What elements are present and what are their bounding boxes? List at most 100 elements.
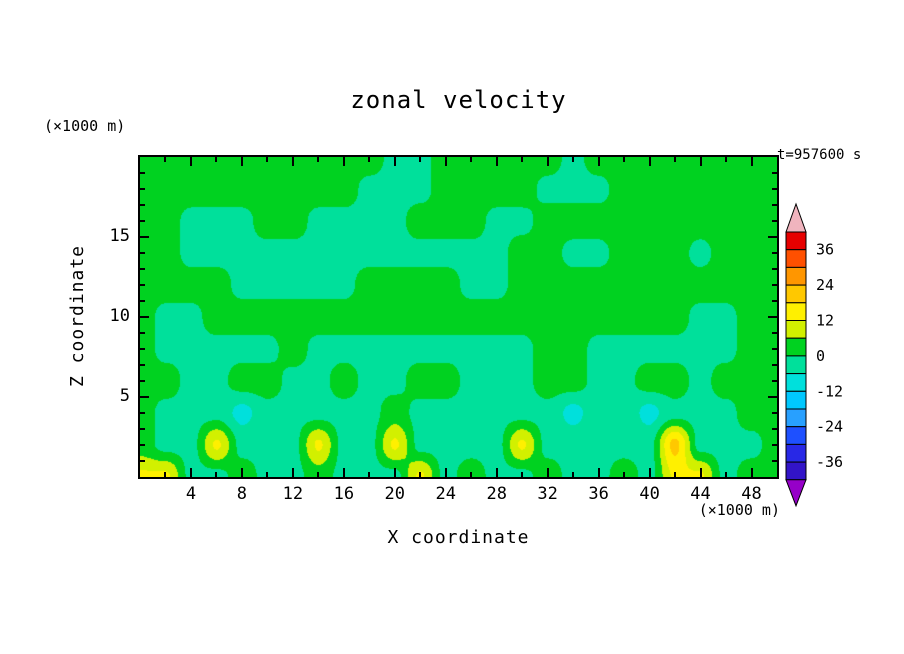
tick-mark (597, 157, 600, 166)
tick-mark (699, 157, 702, 166)
x-axis-unit: (×1000 m) (698, 501, 780, 519)
tick-mark (674, 157, 677, 162)
colorbar-band (785, 320, 807, 339)
colorbar-band (785, 302, 807, 322)
colorbar-band (785, 266, 807, 286)
tick-mark (140, 204, 145, 206)
colorbar-band (785, 408, 807, 428)
colorbar-band (785, 284, 807, 304)
tick-mark (342, 468, 345, 477)
tick-mark (623, 157, 626, 162)
tick-mark (140, 268, 145, 270)
tick-mark (266, 157, 269, 162)
tick-mark (772, 172, 777, 174)
colorbar-tick-label: 24 (816, 276, 834, 294)
y-tick-label: 10 (109, 306, 130, 326)
tick-mark (164, 472, 167, 477)
tick-mark (444, 157, 447, 166)
tick-mark (140, 316, 149, 318)
x-tick-label: 20 (384, 484, 406, 504)
tick-mark (342, 157, 345, 166)
colorbar-under-arrow (785, 479, 807, 508)
tick-mark (772, 460, 777, 462)
x-tick-label: 8 (236, 484, 248, 504)
colorbar-tick-label: 36 (816, 241, 834, 259)
colorbar-band (785, 355, 807, 375)
tick-mark (393, 157, 396, 166)
tick-mark (772, 444, 777, 446)
tick-mark (140, 236, 149, 238)
tick-mark (725, 472, 728, 477)
tick-mark (772, 268, 777, 270)
tick-mark (140, 348, 145, 350)
tick-mark (215, 157, 218, 162)
x-tick-label: 48 (741, 484, 762, 504)
tick-mark (266, 472, 269, 477)
tick-mark (750, 157, 753, 166)
tick-mark (419, 472, 422, 477)
x-tick-label: 44 (690, 484, 711, 504)
colorbar-band (785, 337, 807, 357)
tick-mark (140, 188, 145, 190)
y-tick-label: 5 (119, 386, 130, 406)
x-tick-label: 40 (639, 484, 660, 504)
colorbar-band (785, 373, 807, 392)
x-tick-label: 36 (588, 484, 609, 504)
tick-mark (572, 472, 575, 477)
colorbar-tick-label: 0 (816, 347, 825, 365)
tick-mark (772, 364, 777, 366)
x-tick-label: 12 (282, 484, 304, 504)
colorbar-tick-label: 12 (816, 312, 834, 330)
tick-mark (140, 364, 145, 366)
colorbar-over-arrow (785, 202, 807, 233)
tick-mark (164, 157, 167, 162)
tick-mark (572, 157, 575, 162)
tick-mark (444, 468, 447, 477)
tick-mark (772, 348, 777, 350)
tick-mark (623, 472, 626, 477)
tick-mark (291, 157, 294, 166)
tick-mark (140, 220, 145, 222)
tick-mark (140, 460, 145, 462)
tick-mark (419, 157, 422, 162)
tick-mark (495, 468, 498, 477)
tick-mark (546, 468, 549, 477)
tick-mark (495, 157, 498, 166)
tick-mark (140, 428, 145, 430)
colorbar-tick-label: -24 (816, 418, 843, 436)
colorbar-band (785, 249, 807, 268)
tick-mark (772, 220, 777, 222)
tick-mark (768, 316, 777, 318)
tick-mark (750, 468, 753, 477)
colorbar-band (785, 426, 807, 445)
tick-mark (768, 236, 777, 238)
tick-mark (368, 472, 371, 477)
tick-mark (648, 157, 651, 166)
x-axis-title: X coordinate (387, 527, 530, 548)
tick-mark (546, 157, 549, 166)
tick-mark (772, 332, 777, 334)
tick-mark (772, 412, 777, 414)
tick-mark (772, 380, 777, 382)
tick-mark (140, 396, 149, 398)
colorbar-band (785, 443, 807, 463)
x-tick-label: 4 (185, 484, 197, 504)
time-annotation: t=957600 s (777, 147, 862, 163)
tick-mark (470, 157, 473, 162)
tick-mark (393, 468, 396, 477)
colorbar: 36 24 12 0 -12 -24 -36 (785, 202, 843, 508)
tick-mark (140, 172, 145, 174)
tick-mark (189, 468, 192, 477)
tick-mark (772, 204, 777, 206)
tick-mark (772, 428, 777, 430)
tick-mark (215, 472, 218, 477)
tick-mark (140, 380, 145, 382)
x-tick-label: 32 (537, 484, 558, 504)
y-tick-label: 15 (109, 226, 130, 246)
tick-mark (772, 188, 777, 190)
tick-mark (140, 300, 145, 302)
tick-mark (140, 332, 145, 334)
colorbar-band (785, 231, 807, 251)
tick-mark (521, 472, 524, 477)
colorbar-band (785, 390, 807, 410)
